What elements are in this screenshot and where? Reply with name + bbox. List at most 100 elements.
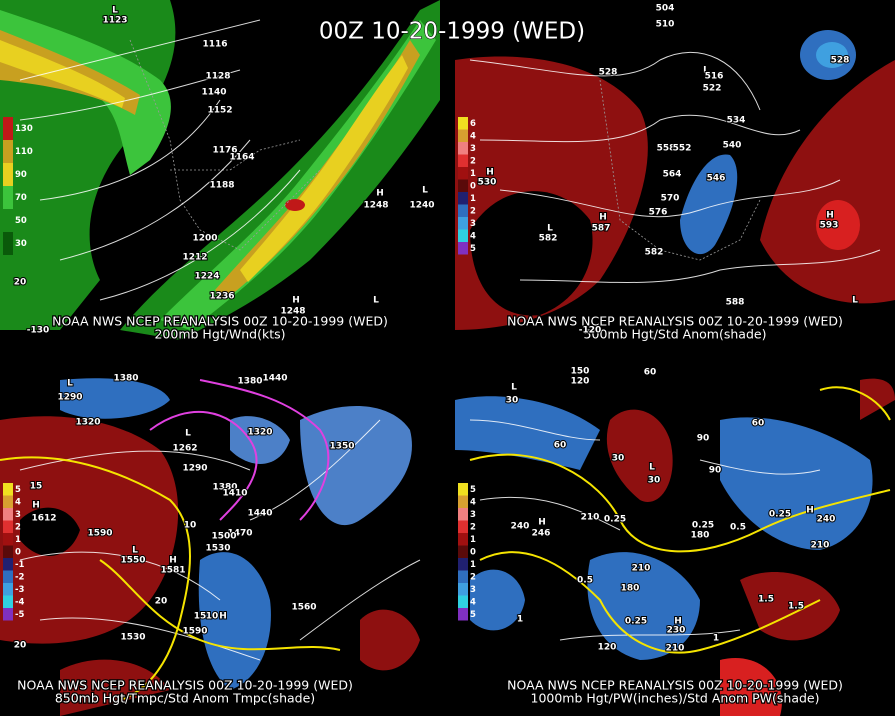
legend-label: 0	[15, 547, 21, 557]
panel-caption: NOAA NWS NCEP REANALYSIS 00Z 10-20-1999 …	[52, 314, 388, 329]
contour-label: H	[599, 213, 607, 223]
legend-label: 4	[470, 131, 476, 141]
contour-label: L	[67, 379, 73, 389]
panel-caption: 200mb Hgt/Wnd(kts)	[154, 327, 285, 342]
contour-label: -130	[27, 326, 50, 336]
legend-label: -5	[15, 610, 25, 620]
contour-label: 552	[673, 144, 692, 154]
legend-label: 2	[15, 522, 21, 532]
legend-swatch	[458, 508, 468, 521]
contour-label: 0.25	[692, 521, 714, 531]
contour-label: L	[112, 6, 118, 16]
legend-label: 5	[15, 485, 21, 495]
contour-label: 0.25	[769, 510, 791, 520]
legend-label: 30	[15, 239, 27, 249]
contour-label: L	[703, 66, 709, 76]
contour-label: 1530	[205, 544, 230, 554]
contour-label: 120	[598, 643, 617, 653]
contour-label: 522	[703, 84, 722, 94]
contour-label: 1380	[113, 374, 138, 384]
contour-label: 1380	[237, 377, 262, 387]
legend-swatch	[458, 167, 468, 180]
contour-label: 1152	[207, 106, 232, 116]
contour-label: 1530	[120, 633, 145, 643]
legend-swatch	[3, 232, 13, 255]
contour-label: 528	[831, 56, 850, 66]
legend-swatch	[458, 154, 468, 167]
legend-swatch	[3, 163, 13, 186]
contour-label: 587	[592, 224, 611, 234]
legend-label: 50	[15, 216, 27, 226]
legend-swatch	[458, 192, 468, 205]
contour-label: 15	[194, 612, 207, 622]
legend-swatch	[458, 520, 468, 533]
legend-swatch	[458, 533, 468, 546]
legend-swatch	[3, 186, 13, 209]
contour-label: 1380	[212, 483, 237, 493]
legend-swatch	[3, 595, 13, 608]
contour-label: 210	[632, 564, 651, 574]
contour-label: H	[538, 518, 546, 528]
contour-label: 1240	[409, 201, 434, 211]
legend-swatch	[458, 570, 468, 583]
contour-label: 1320	[247, 428, 272, 438]
contour-label: 1116	[202, 40, 227, 50]
legend-label: 3	[470, 585, 476, 595]
panel-1000mb	[455, 375, 895, 716]
legend-swatch	[458, 217, 468, 230]
contour-label: 576	[649, 208, 668, 218]
legend-swatch	[458, 204, 468, 217]
legend-label: 130	[15, 124, 33, 134]
contour-label: 10	[206, 612, 219, 622]
contour-label: 1200	[192, 234, 217, 244]
legend-swatch	[458, 595, 468, 608]
legend-swatch	[458, 545, 468, 558]
legend-label: 0	[470, 181, 476, 191]
contour-label: 1140	[201, 88, 226, 98]
legend-swatch	[3, 117, 13, 140]
contour-label: 1188	[209, 181, 234, 191]
legend-label: 2	[470, 522, 476, 532]
contour-label: 593	[820, 221, 839, 231]
panel-850mb	[0, 375, 440, 716]
contour-label: 1590	[182, 627, 207, 637]
contour-label: 510	[656, 20, 675, 30]
panel-caption: NOAA NWS NCEP REANALYSIS 00Z 10-20-1999 …	[507, 678, 843, 693]
legend-label: 0	[470, 547, 476, 557]
legend-label: 1	[470, 560, 476, 570]
contour-label: 582	[539, 234, 558, 244]
contour-label: H	[826, 211, 834, 221]
contour-label: 240	[817, 515, 836, 525]
contour-label: L	[185, 429, 191, 439]
contour-label: 546	[707, 174, 726, 184]
legend-label: -1	[15, 560, 25, 570]
legend-label: -3	[15, 585, 25, 595]
legend-label: 5	[470, 244, 476, 254]
legend-swatch	[458, 129, 468, 142]
contour-label: H	[219, 612, 227, 622]
contour-label: 1.5	[788, 602, 804, 612]
contour-label: 570	[661, 194, 680, 204]
panel-200mb	[0, 0, 440, 340]
legend-label: 4	[470, 231, 476, 241]
contour-label: 1.5	[758, 595, 774, 605]
legend-label: -4	[15, 597, 25, 607]
legend-swatch	[3, 608, 13, 621]
legend-swatch	[3, 520, 13, 533]
panel-caption: 500mb Hgt/Std Anom(shade)	[584, 327, 767, 342]
legend-swatch	[3, 558, 13, 571]
contour-label: 528	[599, 68, 618, 78]
contour-label: 1581	[160, 566, 185, 576]
contour-label: 60	[752, 419, 765, 429]
legend-label: 3	[470, 219, 476, 229]
contour-label: 1128	[205, 72, 230, 82]
contour-label: 60	[554, 441, 567, 451]
contour-label: 1612	[31, 514, 56, 524]
legend-swatch	[3, 570, 13, 583]
panel-caption: NOAA NWS NCEP REANALYSIS 00Z 10-20-1999 …	[507, 314, 843, 329]
contour-label: 1248	[363, 201, 388, 211]
legend-swatch	[3, 533, 13, 546]
contour-label: 30	[506, 396, 519, 406]
contour-label: 90	[709, 466, 722, 476]
